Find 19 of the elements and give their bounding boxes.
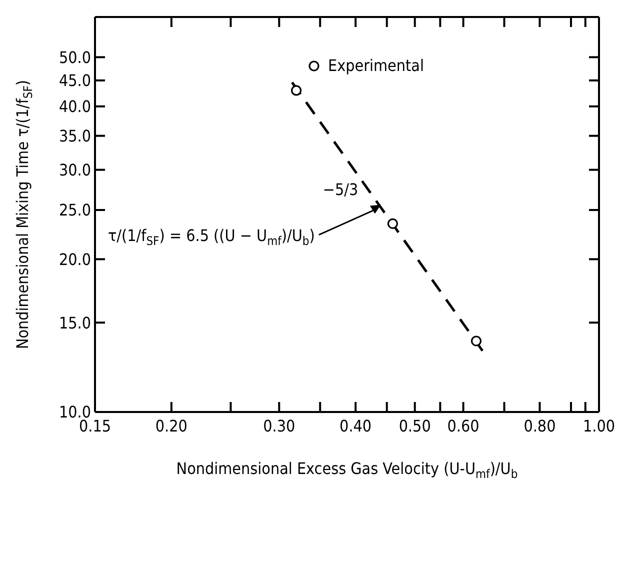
x-tick-label: 0.20 bbox=[155, 416, 188, 436]
y-tick-label: 40.0 bbox=[58, 97, 91, 116]
x-tick-label: 0.60 bbox=[447, 416, 480, 436]
y-tick-label: 15.0 bbox=[58, 313, 91, 332]
x-tick-label: 0.40 bbox=[340, 416, 372, 436]
x-tick-label: 0.50 bbox=[398, 416, 431, 436]
x-tick-label: 0.80 bbox=[524, 416, 556, 436]
x-axis-title: Nondimensional Excess Gas Velocity (U-U$_{mf}$)/U$_{b}$ bbox=[176, 459, 518, 481]
x-tick-label: 1.00 bbox=[582, 416, 616, 436]
legend-label: Experimental bbox=[328, 56, 424, 75]
y-tick-label: 20.0 bbox=[58, 250, 91, 269]
y-tick-label: 35.0 bbox=[58, 126, 91, 146]
y-tick-label: 50.0 bbox=[58, 48, 91, 67]
y-tick-label: 30.0 bbox=[58, 160, 91, 180]
annotation: τ/(1/f$_{SF}$) = 6.5 ((U − U$_{mf}$)/U$_{b}$) bbox=[108, 226, 315, 248]
y-tick-label: 25.0 bbox=[58, 200, 91, 220]
y-tick-label: 45.0 bbox=[58, 71, 91, 90]
annotation: −5/3 bbox=[322, 180, 358, 199]
x-tick-label: 0.30 bbox=[263, 416, 296, 436]
